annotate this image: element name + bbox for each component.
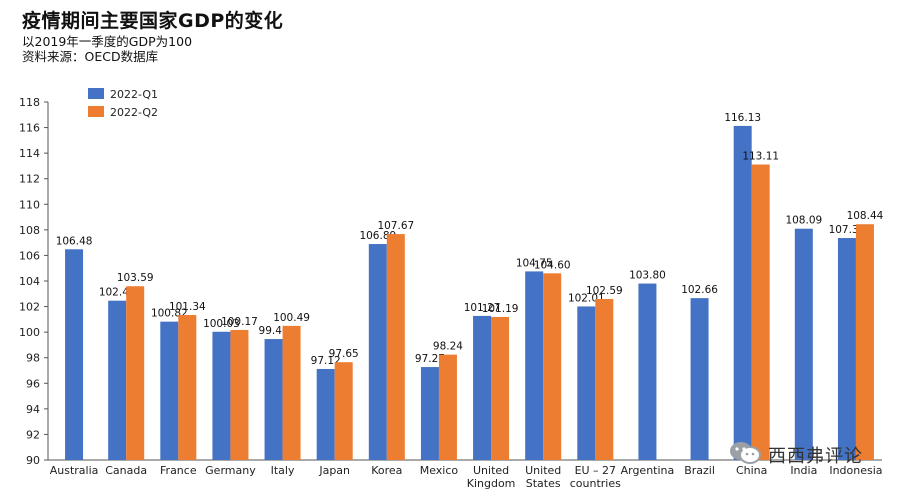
bar-q2 xyxy=(595,299,614,460)
legend-label: 2022-Q2 xyxy=(110,106,158,119)
bar-q1 xyxy=(794,228,813,460)
y-tick-label: 98 xyxy=(26,352,40,365)
legend-swatch xyxy=(88,88,104,99)
x-tick-label: Australia xyxy=(50,464,99,477)
bar-q2 xyxy=(491,316,510,460)
legend-label: 2022-Q1 xyxy=(110,88,158,101)
data-label: 101.19 xyxy=(482,303,519,315)
y-tick-label: 106 xyxy=(19,249,40,262)
x-tick-label: Argentina xyxy=(621,464,675,477)
y-tick-label: 96 xyxy=(26,377,40,390)
bar-q1 xyxy=(473,315,492,460)
data-label: 97.65 xyxy=(329,348,359,360)
x-tick-label: Italy xyxy=(271,464,295,477)
bar-q2 xyxy=(751,164,770,460)
watermark-text: 西西弗评论 xyxy=(768,446,863,467)
data-label: 98.24 xyxy=(433,341,463,353)
bar-q2 xyxy=(126,286,145,460)
watermark: 西西弗评论 xyxy=(728,440,863,470)
bar-q2 xyxy=(230,329,249,460)
x-tick-label: Japan xyxy=(318,464,350,477)
x-tick-label: EU – 27 xyxy=(575,464,617,477)
bar-q1 xyxy=(368,244,387,460)
bar-q1 xyxy=(525,271,544,460)
y-tick-label: 94 xyxy=(26,403,40,416)
bar-q1 xyxy=(160,321,179,460)
data-label: 104.75 xyxy=(516,257,553,269)
y-tick-label: 108 xyxy=(19,224,40,237)
y-tick-label: 92 xyxy=(26,428,40,441)
data-label: 102.66 xyxy=(681,284,718,296)
data-label: 108.44 xyxy=(847,210,884,222)
data-label: 116.13 xyxy=(724,112,761,124)
data-label: 107.67 xyxy=(377,220,414,232)
chart-title: 疫情期间主要国家GDP的变化 xyxy=(22,10,284,32)
data-label: 100.49 xyxy=(273,312,310,324)
bar-q1 xyxy=(577,306,596,460)
y-tick-label: 100 xyxy=(19,326,40,339)
bar-q2 xyxy=(282,325,301,460)
data-label: 104.60 xyxy=(534,259,571,271)
data-label: 108.09 xyxy=(785,215,822,227)
x-tick-label: Brazil xyxy=(684,464,715,477)
data-label: 97.12 xyxy=(311,355,341,367)
bar-q1 xyxy=(837,238,856,460)
x-tick-label: States xyxy=(526,477,561,490)
data-label: 103.59 xyxy=(117,272,154,284)
y-tick-label: 102 xyxy=(19,301,40,314)
y-tick-label: 116 xyxy=(19,122,40,135)
bar-q1 xyxy=(212,331,231,460)
x-tick-label: France xyxy=(160,464,197,477)
data-label: 100.03 xyxy=(203,318,240,330)
bar-q1 xyxy=(108,300,127,460)
y-tick-label: 118 xyxy=(19,96,40,109)
data-label: 101.34 xyxy=(169,301,206,313)
bar-q2 xyxy=(178,315,197,460)
data-label: 101.27 xyxy=(464,302,501,314)
x-tick-label: Germany xyxy=(205,464,256,477)
y-tick-label: 104 xyxy=(19,275,40,288)
bar-q2 xyxy=(334,362,353,460)
data-label: 106.48 xyxy=(56,235,93,247)
x-tick-label: United xyxy=(525,464,561,477)
bar-q1 xyxy=(733,125,752,460)
data-label: 97.27 xyxy=(415,353,445,365)
x-tick-label: Korea xyxy=(371,464,402,477)
data-label: 100.17 xyxy=(221,316,258,328)
y-tick-label: 114 xyxy=(19,147,40,160)
y-tick-label: 112 xyxy=(19,173,40,186)
data-label: 99.46 xyxy=(259,325,289,337)
bar-q1 xyxy=(690,298,709,460)
bar-q2 xyxy=(438,354,457,460)
x-tick-label: Mexico xyxy=(420,464,459,477)
bar-q1 xyxy=(420,367,439,460)
bar-q1 xyxy=(65,249,84,460)
legend-swatch xyxy=(88,106,104,117)
x-tick-label: Indonesia xyxy=(829,464,882,477)
bar-q1 xyxy=(316,368,335,460)
x-tick-label: Canada xyxy=(105,464,147,477)
bar-q2 xyxy=(855,224,874,460)
data-label: 113.11 xyxy=(742,151,779,163)
x-tick-label: countries xyxy=(570,477,621,490)
bar-q1 xyxy=(264,339,283,460)
x-tick-label: China xyxy=(736,464,767,477)
data-label: 102.59 xyxy=(586,285,623,297)
bar-q2 xyxy=(386,234,405,460)
bar-q1 xyxy=(638,283,657,460)
x-tick-label: United xyxy=(473,464,509,477)
data-label: 103.80 xyxy=(629,270,666,282)
x-tick-label: Kingdom xyxy=(467,477,516,490)
bar-q2 xyxy=(543,273,562,460)
wechat-icon xyxy=(728,440,762,470)
chart-subtitle: 以2019年一季度的GDP为100 xyxy=(22,34,193,49)
chart-source: 资料来源：OECD数据库 xyxy=(22,49,159,64)
y-tick-label: 110 xyxy=(19,198,40,211)
y-tick-label: 90 xyxy=(26,454,40,467)
x-tick-label: India xyxy=(790,464,817,477)
